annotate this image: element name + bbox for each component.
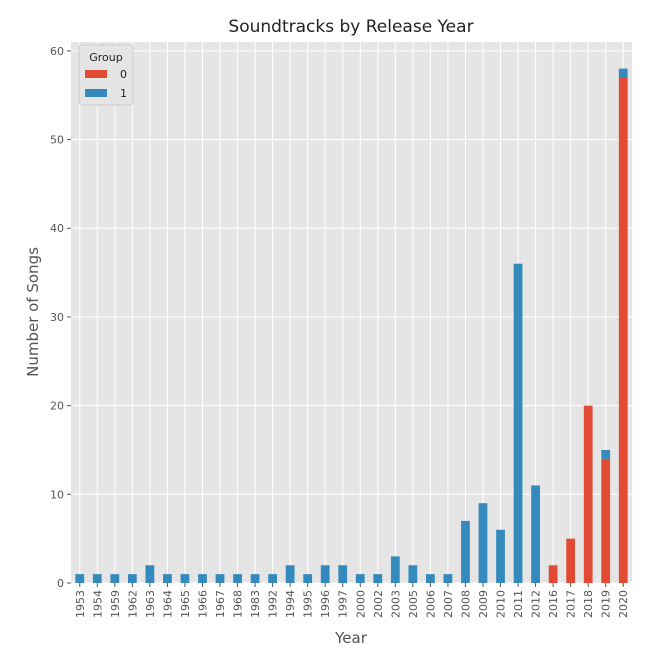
x-tick-label: 2011 — [512, 590, 525, 618]
bar-series-1 — [338, 565, 348, 583]
bar-series-1 — [478, 503, 488, 583]
bar-series-1 — [92, 574, 102, 583]
bar-series-1 — [268, 574, 277, 583]
bar-series-1 — [233, 574, 242, 583]
x-tick-label: 1997 — [337, 590, 350, 618]
bar-series-0 — [583, 405, 593, 583]
x-tick-label: 1963 — [144, 590, 157, 618]
legend: Group 0 1 — [78, 44, 134, 106]
bar-series-1 — [355, 574, 365, 583]
bar-series-0 — [601, 458, 611, 583]
x-tick-label: 1962 — [126, 590, 139, 618]
bar-series-1 — [513, 263, 523, 583]
legend-title: Group — [89, 51, 123, 64]
legend-swatch-0 — [85, 70, 107, 78]
bar-series-1 — [198, 574, 207, 583]
x-tick-label: 2008 — [459, 590, 472, 618]
x-tick-label: 2007 — [442, 590, 455, 618]
x-axis-label: Year — [334, 629, 368, 647]
x-tick-label: 2003 — [389, 590, 402, 618]
bars — [75, 68, 628, 584]
x-tick-label: 2009 — [477, 590, 490, 618]
x-axis-ticks: 1953 1954 1959 1962 1963 1964 1965 1966 1967 1968… — [74, 583, 630, 618]
bar-series-1 — [145, 565, 155, 583]
bar-series-1 — [496, 529, 505, 583]
y-tick-label: 20 — [50, 400, 64, 413]
bar-series-1 — [303, 574, 313, 583]
bar-series-1 — [110, 574, 120, 583]
bar-series-1 — [618, 68, 628, 78]
bar-series-1 — [75, 574, 85, 583]
x-tick-label: 1964 — [161, 590, 174, 618]
x-tick-label: 1995 — [302, 590, 315, 618]
x-tick-label: 2020 — [617, 590, 630, 618]
y-axis-ticks: 0 10 20 30 40 50 60 — [50, 45, 71, 590]
y-tick-label: 10 — [50, 488, 64, 501]
x-tick-label: 1954 — [91, 590, 104, 618]
y-tick-label: 50 — [50, 134, 64, 147]
x-tick-label: 1992 — [267, 590, 280, 618]
bar-series-1 — [163, 574, 172, 583]
legend-label-1: 1 — [120, 87, 127, 100]
x-tick-label: 2016 — [547, 590, 560, 618]
x-tick-label: 1966 — [196, 590, 209, 618]
bar-series-1 — [127, 574, 137, 583]
plot-area — [71, 42, 632, 583]
legend-swatch-1 — [85, 89, 107, 97]
bar-series-1 — [180, 574, 190, 583]
x-tick-label: 2006 — [424, 590, 437, 618]
x-tick-label: 1968 — [232, 590, 245, 618]
bar-series-1 — [215, 574, 225, 583]
x-tick-label: 2010 — [495, 590, 508, 618]
bar-series-1 — [320, 565, 330, 583]
x-tick-label: 2002 — [372, 590, 385, 618]
y-tick-label: 0 — [57, 577, 64, 590]
y-axis-label: Number of Songs — [24, 247, 42, 377]
x-tick-label: 1953 — [74, 590, 87, 618]
x-tick-label: 2018 — [582, 590, 595, 618]
x-tick-label: 2012 — [530, 590, 543, 618]
y-tick-label: 60 — [50, 45, 64, 58]
bar-series-1 — [250, 574, 260, 583]
bar-series-1 — [285, 565, 295, 583]
x-tick-label: 1983 — [249, 590, 262, 618]
bar-series-1 — [390, 556, 400, 583]
bar-series-1 — [461, 520, 470, 583]
x-tick-label: 1996 — [319, 590, 332, 618]
bar-series-1 — [531, 485, 540, 583]
legend-label-0: 0 — [120, 68, 127, 81]
bar-series-0 — [548, 565, 558, 583]
bar-series-0 — [566, 538, 576, 583]
x-tick-label: 1967 — [214, 590, 227, 618]
x-tick-label: 2005 — [407, 590, 420, 618]
bar-series-1 — [443, 574, 453, 583]
x-tick-label: 2000 — [354, 590, 367, 618]
bar-series-1 — [601, 449, 611, 459]
bar-series-1 — [408, 565, 418, 583]
x-tick-label: 1959 — [109, 590, 122, 618]
chart-title: Soundtracks by Release Year — [228, 17, 473, 37]
bar-series-0 — [618, 77, 628, 584]
bar-series-1 — [426, 574, 435, 583]
y-tick-label: 30 — [50, 311, 64, 324]
bar-series-1 — [373, 574, 383, 583]
x-tick-label: 1965 — [179, 590, 192, 618]
x-tick-label: 2019 — [600, 590, 613, 618]
x-tick-label: 1994 — [284, 590, 297, 618]
x-tick-label: 2017 — [565, 590, 578, 618]
y-tick-label: 40 — [50, 222, 64, 235]
